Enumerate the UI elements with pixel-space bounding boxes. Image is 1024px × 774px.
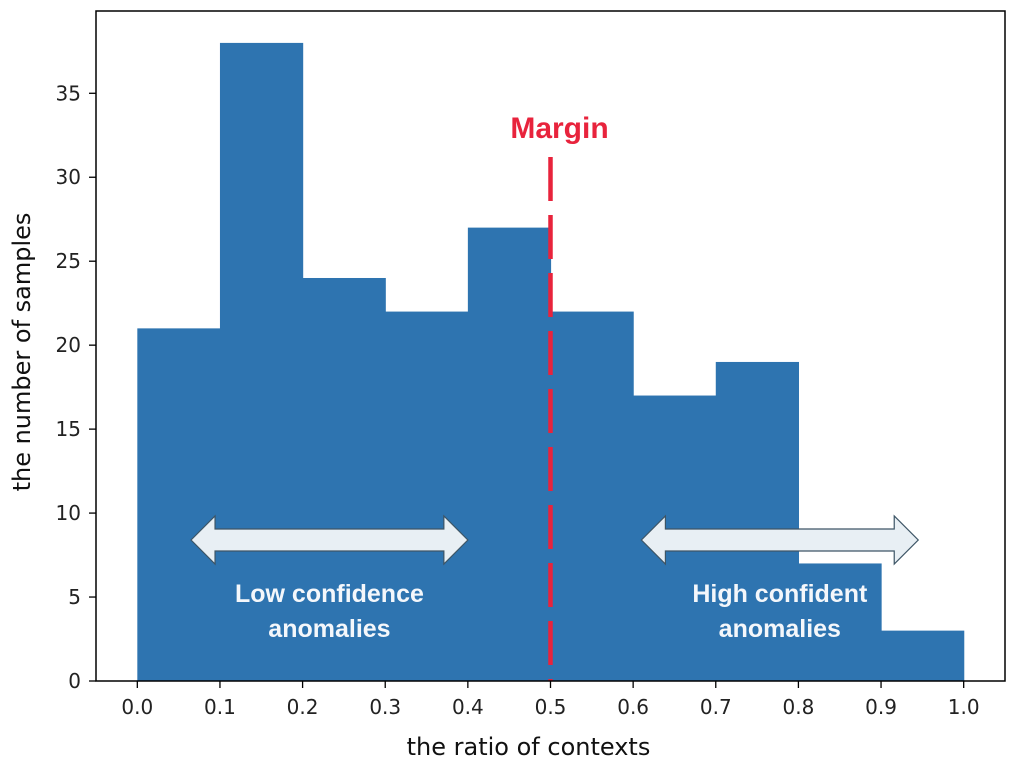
- x-tick-label: 0.9: [865, 695, 897, 719]
- high-confidence-label-line2: anomalies: [719, 615, 841, 643]
- y-tick-label: 0: [68, 669, 81, 693]
- x-axis-label: the ratio of contexts: [407, 733, 651, 761]
- x-tick-label: 0.6: [617, 695, 649, 719]
- x-tick-label: 0.0: [121, 695, 153, 719]
- bar-0: [137, 328, 221, 681]
- y-tick-label: 5: [68, 585, 81, 609]
- bar-2: [302, 277, 386, 681]
- low-confidence-label-line2: anomalies: [268, 615, 390, 643]
- y-tick-label: 10: [56, 501, 81, 525]
- y-tick-label: 35: [56, 81, 81, 105]
- bars-group: [137, 42, 965, 681]
- margin-label: Margin: [510, 112, 608, 145]
- high-confidence-arrow: [640, 514, 920, 566]
- y-tick-label: 30: [56, 165, 81, 189]
- y-axis-ticks: 0 5 10 15 20 25 30 35: [56, 81, 96, 693]
- bar-1: [219, 42, 304, 681]
- x-tick-label: 0.1: [204, 695, 236, 719]
- low-confidence-arrow: [190, 514, 469, 566]
- bar-3: [385, 311, 469, 681]
- bar-4: [467, 227, 552, 681]
- bar-7: [715, 361, 800, 681]
- y-axis-label: the number of samples: [8, 213, 36, 492]
- x-tick-label: 0.5: [535, 695, 567, 719]
- x-tick-label: 0.4: [452, 695, 484, 719]
- x-tick-label: 0.7: [700, 695, 732, 719]
- bar-9: [881, 630, 965, 681]
- bar-8: [798, 563, 882, 681]
- low-confidence-label-line1: Low confidence: [235, 580, 424, 608]
- high-confidence-label-line1: High confident: [692, 580, 868, 608]
- y-tick-label: 15: [56, 417, 81, 441]
- y-tick-label: 20: [56, 333, 81, 357]
- bar-5: [550, 311, 634, 681]
- x-axis-ticks: 0.0 0.1 0.2 0.3 0.4 0.5 0.6 0.7 0.8 0.9 1.0: [121, 681, 980, 719]
- annotations-group: Low confidence anomalies High confident …: [190, 514, 920, 643]
- y-tick-label: 25: [56, 249, 81, 273]
- x-tick-label: 1.0: [948, 695, 980, 719]
- x-tick-label: 0.8: [783, 695, 815, 719]
- x-tick-label: 0.3: [369, 695, 401, 719]
- x-tick-label: 0.2: [287, 695, 319, 719]
